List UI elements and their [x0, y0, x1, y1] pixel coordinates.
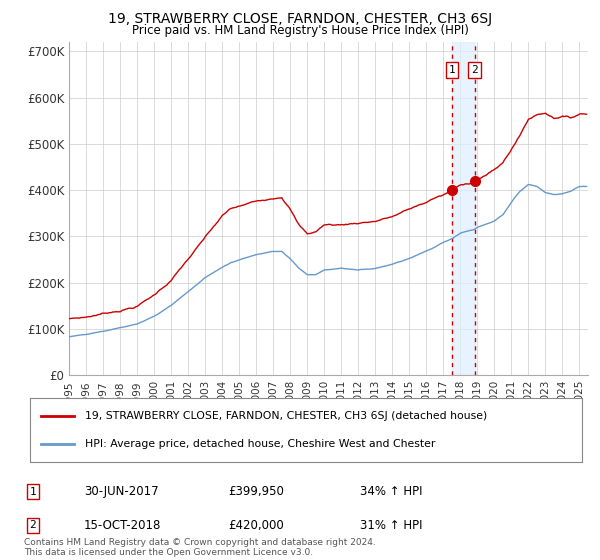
Text: 19, STRAWBERRY CLOSE, FARNDON, CHESTER, CH3 6SJ (detached house): 19, STRAWBERRY CLOSE, FARNDON, CHESTER, …: [85, 410, 487, 421]
Text: £420,000: £420,000: [228, 519, 284, 532]
Text: 19, STRAWBERRY CLOSE, FARNDON, CHESTER, CH3 6SJ: 19, STRAWBERRY CLOSE, FARNDON, CHESTER, …: [108, 12, 492, 26]
Text: 15-OCT-2018: 15-OCT-2018: [84, 519, 161, 532]
Bar: [571, 42, 588, 375]
Bar: [452, 42, 475, 375]
Text: 34% ↑ HPI: 34% ↑ HPI: [360, 485, 422, 498]
Text: 30-JUN-2017: 30-JUN-2017: [84, 485, 158, 498]
Text: Contains HM Land Registry data © Crown copyright and database right 2024.
This d: Contains HM Land Registry data © Crown c…: [24, 538, 376, 557]
Text: £399,950: £399,950: [228, 485, 284, 498]
Text: Price paid vs. HM Land Registry's House Price Index (HPI): Price paid vs. HM Land Registry's House …: [131, 24, 469, 36]
Text: 1: 1: [448, 65, 455, 75]
Text: HPI: Average price, detached house, Cheshire West and Chester: HPI: Average price, detached house, Ches…: [85, 439, 436, 449]
Text: 31% ↑ HPI: 31% ↑ HPI: [360, 519, 422, 532]
Text: 1: 1: [29, 487, 37, 497]
Text: 2: 2: [471, 65, 478, 75]
Text: 2: 2: [29, 520, 37, 530]
